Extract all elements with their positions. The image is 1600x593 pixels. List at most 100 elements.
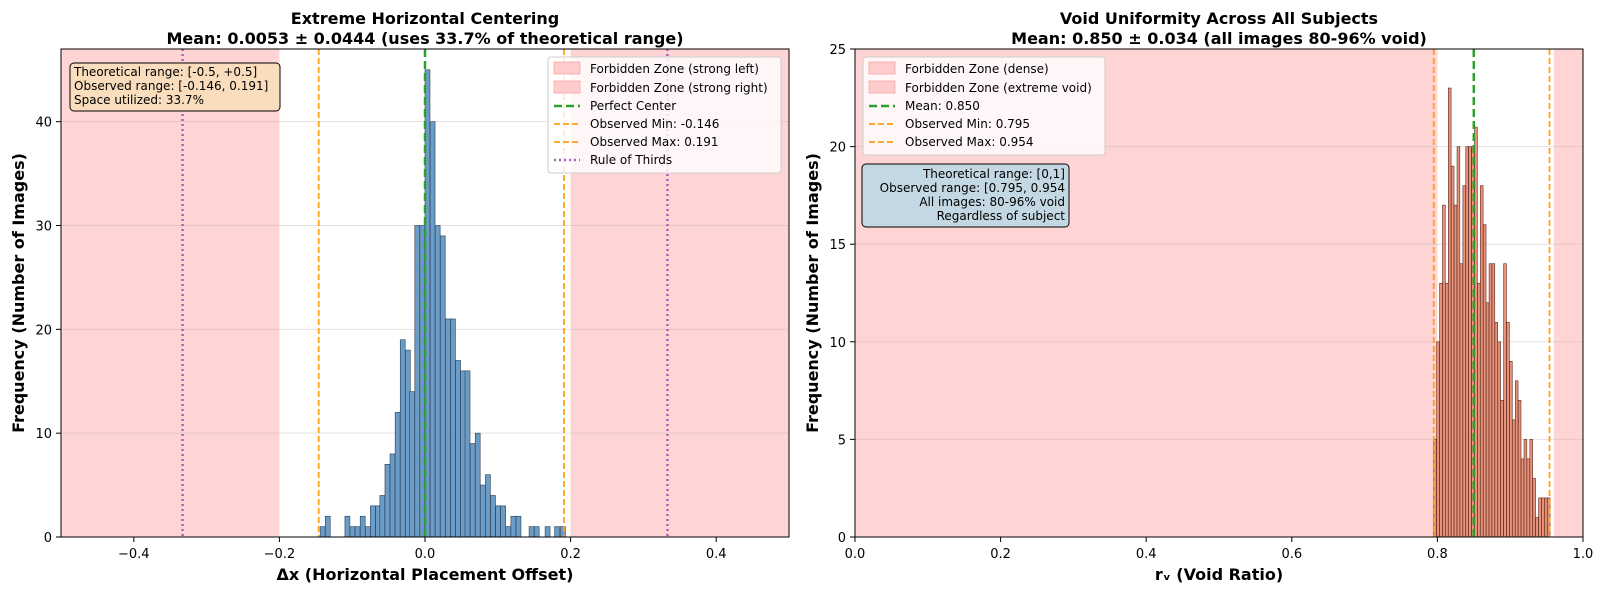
histogram-bar — [414, 225, 421, 538]
histogram-bar — [1500, 400, 1504, 538]
legend-label-zone-right: Forbidden Zone (strong right) — [590, 81, 768, 95]
histogram-bar — [455, 360, 461, 538]
histogram-bar — [1468, 146, 1472, 538]
legend-label-mean: Mean: 0.850 — [905, 99, 980, 113]
histogram-bar — [1512, 419, 1516, 538]
histogram-bar — [1480, 185, 1484, 538]
histogram-bar — [319, 526, 326, 538]
histogram-bar — [510, 515, 517, 538]
histogram-bar — [409, 391, 415, 538]
histogram-bar — [1494, 321, 1498, 538]
histogram-bar — [1497, 341, 1501, 538]
y-tick-label: 25 — [829, 43, 846, 58]
histogram-bar — [533, 526, 540, 538]
histogram-bar — [379, 495, 386, 538]
histogram-bar — [324, 515, 331, 538]
legend-swatch-zone-left — [553, 61, 581, 75]
histogram-bar — [1517, 400, 1522, 538]
legend-swatch-zone-void — [868, 80, 896, 94]
histogram-bar — [1526, 458, 1531, 538]
annotation-box: Theoretical range: [0,1] Observed range:… — [861, 163, 1070, 228]
x-axis-label: Δx (Horizontal Placement Offset) — [277, 565, 574, 584]
legend-label-zone-left: Forbidden Zone (strong left) — [590, 62, 759, 76]
histogram-bar — [359, 515, 366, 538]
x-tick-label: −0.2 — [264, 547, 296, 562]
y-tick-label: 10 — [829, 336, 846, 351]
legend-swatch-zone-dense — [868, 61, 896, 75]
histogram-bar — [1485, 302, 1490, 538]
x-tick-label: 0.0 — [415, 547, 436, 562]
annotation-line: Observed range: [0.795, 0.954 — [880, 181, 1065, 195]
histogram-bar — [1509, 361, 1513, 538]
histogram-bar — [1535, 517, 1539, 538]
x-tick-label: 0.0 — [845, 547, 866, 562]
histogram-bar — [1456, 146, 1461, 538]
y-tick-label: 40 — [35, 116, 52, 131]
histogram-bar — [1450, 165, 1455, 538]
plot-frame — [854, 48, 1584, 538]
forbidden-zone — [61, 49, 280, 537]
annotation-background — [861, 163, 1070, 228]
histogram-bar — [1520, 458, 1525, 538]
histogram-bar — [1503, 263, 1507, 538]
y-tick-label: 20 — [35, 323, 52, 338]
chart-subtitle: Mean: 0.0053 ± 0.0444 (uses 33.7% of the… — [166, 29, 683, 48]
histogram-bar — [1523, 439, 1528, 538]
histogram-bar — [464, 370, 471, 538]
histogram-bar — [1462, 185, 1466, 538]
histogram-bar — [1488, 263, 1493, 538]
histogram-bar — [1453, 204, 1458, 538]
histogram-bar — [1482, 224, 1487, 538]
y-tick-label: 5 — [838, 433, 846, 448]
histogram-bar — [354, 526, 361, 538]
histogram-bar — [469, 443, 476, 538]
histogram-bar — [384, 464, 391, 538]
x-tick-label: 0.8 — [1427, 547, 1448, 562]
chart-horizontal-centering: Extreme Horizontal Centering Mean: 0.005… — [9, 9, 790, 584]
legend-box — [547, 56, 782, 174]
chart-subtitle: Mean: 0.850 ± 0.034 (all images 80-96% v… — [1011, 29, 1427, 48]
x-tick-label: 0.4 — [1136, 547, 1157, 562]
histogram-bar — [1491, 263, 1496, 538]
legend-label-min: Observed Min: 0.795 — [905, 117, 1030, 131]
histogram-bar — [1448, 87, 1452, 538]
histogram-bar — [349, 526, 356, 538]
histogram-bar — [490, 495, 496, 538]
annotation-line: Space utilized: 33.7% — [74, 93, 204, 107]
y-tick-label: 30 — [35, 220, 52, 235]
histogram-bar — [1529, 439, 1533, 538]
y-tick-label: 0 — [838, 531, 846, 546]
histogram-bar — [554, 526, 560, 538]
legend-label-zone-dense: Forbidden Zone (dense) — [905, 62, 1049, 76]
histogram-bar — [365, 526, 371, 538]
histogram-bar — [439, 235, 446, 538]
y-axis-label: Frequency (Number of Images) — [9, 153, 28, 433]
histogram-bar — [445, 318, 451, 538]
chart-void-uniformity: Void Uniformity Across All Subjects Mean… — [803, 9, 1593, 584]
histogram-bar — [1532, 478, 1536, 538]
histogram-bar — [480, 484, 486, 538]
annotation-line: Theoretical range: [-0.5, +0.5] — [73, 65, 257, 79]
histogram-bar — [1538, 497, 1542, 538]
legend-label-zone-void: Forbidden Zone (extreme void) — [905, 81, 1092, 95]
histogram-bar — [389, 453, 396, 538]
histogram-bar — [505, 526, 512, 538]
histogram-bar — [1459, 263, 1464, 538]
legend-label-max: Observed Max: 0.191 — [590, 135, 719, 149]
histogram-bar — [515, 515, 522, 538]
annotation-box: Theoretical range: [-0.5, +0.5] Observed… — [69, 62, 281, 112]
x-axis-label: rᵥ (Void Ratio) — [1155, 565, 1283, 584]
chart-title: Extreme Horizontal Centering — [291, 9, 559, 28]
histogram-bar — [399, 339, 406, 538]
x-tick-label: 0.2 — [990, 547, 1011, 562]
histogram-bar — [1465, 146, 1469, 538]
x-tick-label: 1.0 — [1573, 547, 1594, 562]
annotation-line: Theoretical range: [0,1] — [922, 167, 1065, 181]
histogram-bar — [1506, 321, 1510, 538]
histogram-bar — [485, 474, 491, 538]
histogram-bar — [370, 505, 376, 538]
y-tick-label: 10 — [35, 427, 52, 442]
histogram-bar — [495, 505, 501, 538]
x-tick-label: 0.6 — [1281, 547, 1302, 562]
